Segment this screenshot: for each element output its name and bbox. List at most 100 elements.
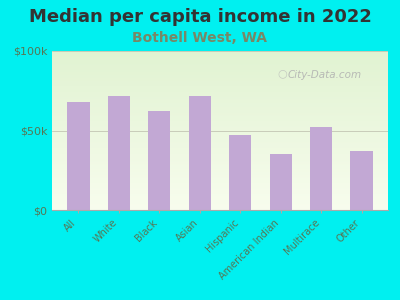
Bar [52,97,388,99]
Bar [350,151,373,210]
Bar [52,191,388,193]
Bar [52,65,388,67]
Bar [52,116,388,118]
Bar [52,166,388,167]
Bar [52,100,388,102]
Bar [52,202,388,204]
Bar [52,173,388,175]
Bar [52,194,388,196]
Bar [52,103,388,105]
Bar [52,54,388,56]
Bar [52,178,388,180]
Bar [52,189,388,191]
Bar [52,172,388,173]
Bar [52,170,388,172]
Bar [52,180,388,182]
Bar [52,102,388,104]
Bar [52,150,388,151]
Bar [310,127,332,210]
Bar [52,151,388,153]
Bar [52,142,388,143]
Bar [52,118,388,119]
Bar [52,186,388,188]
Text: Bothell West, WA: Bothell West, WA [132,32,268,46]
Bar [52,156,388,158]
Bar [52,52,388,54]
Bar [52,91,388,92]
Bar [52,78,388,80]
Bar [52,68,388,70]
Bar [52,70,388,72]
Bar [52,208,388,210]
Bar [52,145,388,146]
Bar [52,130,388,132]
Bar [52,73,388,75]
Bar [52,205,388,207]
Bar [52,111,388,113]
Bar [52,164,388,166]
Bar [52,169,388,170]
Bar [52,148,388,150]
Bar [229,135,251,210]
Bar [52,137,388,139]
Bar [148,111,170,210]
Bar [52,64,388,65]
Bar [52,83,388,84]
Bar [52,159,388,161]
Bar [52,197,388,199]
Bar [52,95,388,97]
Bar [52,106,388,108]
Bar [52,81,388,83]
Bar [52,72,388,73]
Bar [52,126,388,127]
Bar [52,80,388,81]
Bar [52,92,388,94]
Bar [67,102,90,210]
Bar [52,88,388,89]
Bar [52,134,388,135]
Bar [52,57,388,59]
Bar [52,143,388,145]
Text: ○: ○ [277,68,287,79]
Bar [52,184,388,186]
Bar [52,135,388,137]
Bar [52,86,388,88]
Bar [189,95,211,210]
Bar [52,115,388,116]
Bar [52,59,388,61]
Bar [52,89,388,91]
Bar [52,183,388,184]
Bar [52,105,388,106]
Bar [52,122,388,124]
Text: City-Data.com: City-Data.com [287,70,361,80]
Bar [52,188,388,189]
Bar [108,95,130,210]
Bar [52,199,388,200]
Bar [52,124,388,126]
Bar [52,61,388,62]
Bar [270,154,292,210]
Bar [52,177,388,178]
Bar [52,62,388,64]
Text: Median per capita income in 2022: Median per capita income in 2022 [28,8,372,26]
Bar [52,193,388,194]
Bar [52,146,388,148]
Bar [52,56,388,57]
Bar [52,94,388,95]
Bar [52,51,388,52]
Bar [52,121,388,122]
Bar [52,175,388,177]
Bar [52,161,388,162]
Bar [52,153,388,154]
Bar [52,132,388,134]
Bar [52,119,388,121]
Bar [52,140,388,142]
Bar [52,139,388,140]
Bar [52,127,388,129]
Bar [52,167,388,169]
Bar [52,162,388,164]
Bar [52,75,388,76]
Bar [52,110,388,111]
Bar [52,113,388,115]
Bar [52,182,388,183]
